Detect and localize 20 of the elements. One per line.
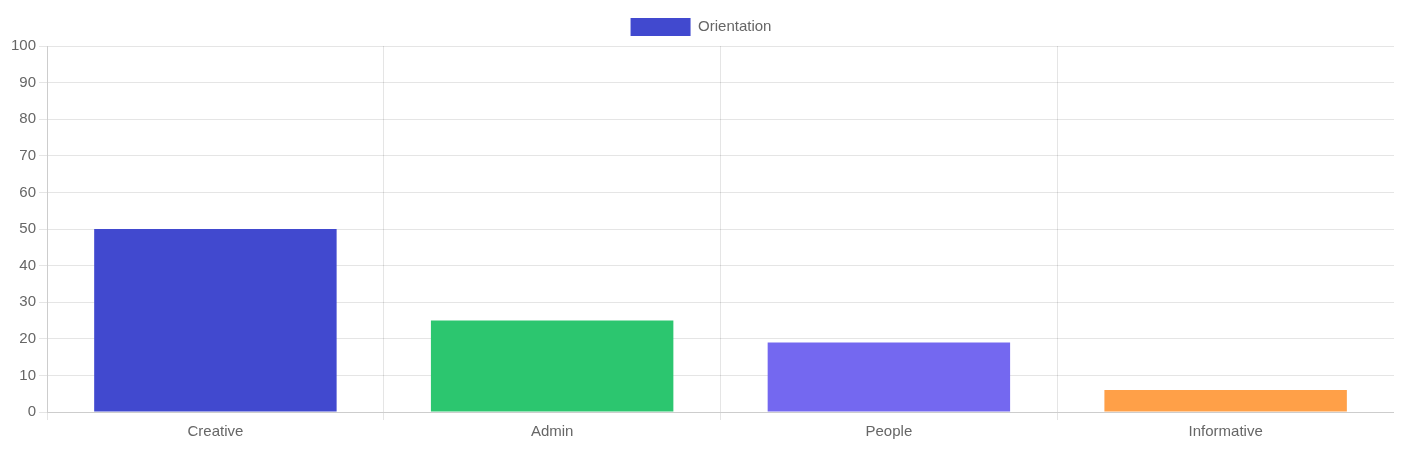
x-tick-label: Informative — [1188, 422, 1263, 440]
bar — [767, 342, 1011, 412]
x-tick-label: Admin — [530, 422, 574, 440]
y-tick-label: 50 — [19, 219, 37, 237]
y-tick-label: 60 — [19, 182, 37, 200]
y-tick-label: 70 — [19, 145, 37, 163]
y-tick-label: 100 — [11, 36, 37, 54]
y-tick-label: 80 — [19, 109, 37, 127]
y-tick-label: 10 — [19, 365, 37, 383]
y-tick-label: 20 — [19, 328, 37, 346]
y-tick-label: 30 — [19, 292, 37, 310]
bar — [94, 229, 337, 412]
y-tick-label: 40 — [19, 255, 37, 273]
bar — [430, 320, 674, 412]
x-tick-label: Creative — [187, 422, 244, 440]
bar — [1104, 390, 1347, 412]
x-tick-label: People — [865, 422, 913, 440]
legend-label: Orientation — [698, 17, 772, 35]
y-tick-label: 90 — [19, 72, 37, 90]
y-tick-label: 0 — [27, 402, 37, 420]
